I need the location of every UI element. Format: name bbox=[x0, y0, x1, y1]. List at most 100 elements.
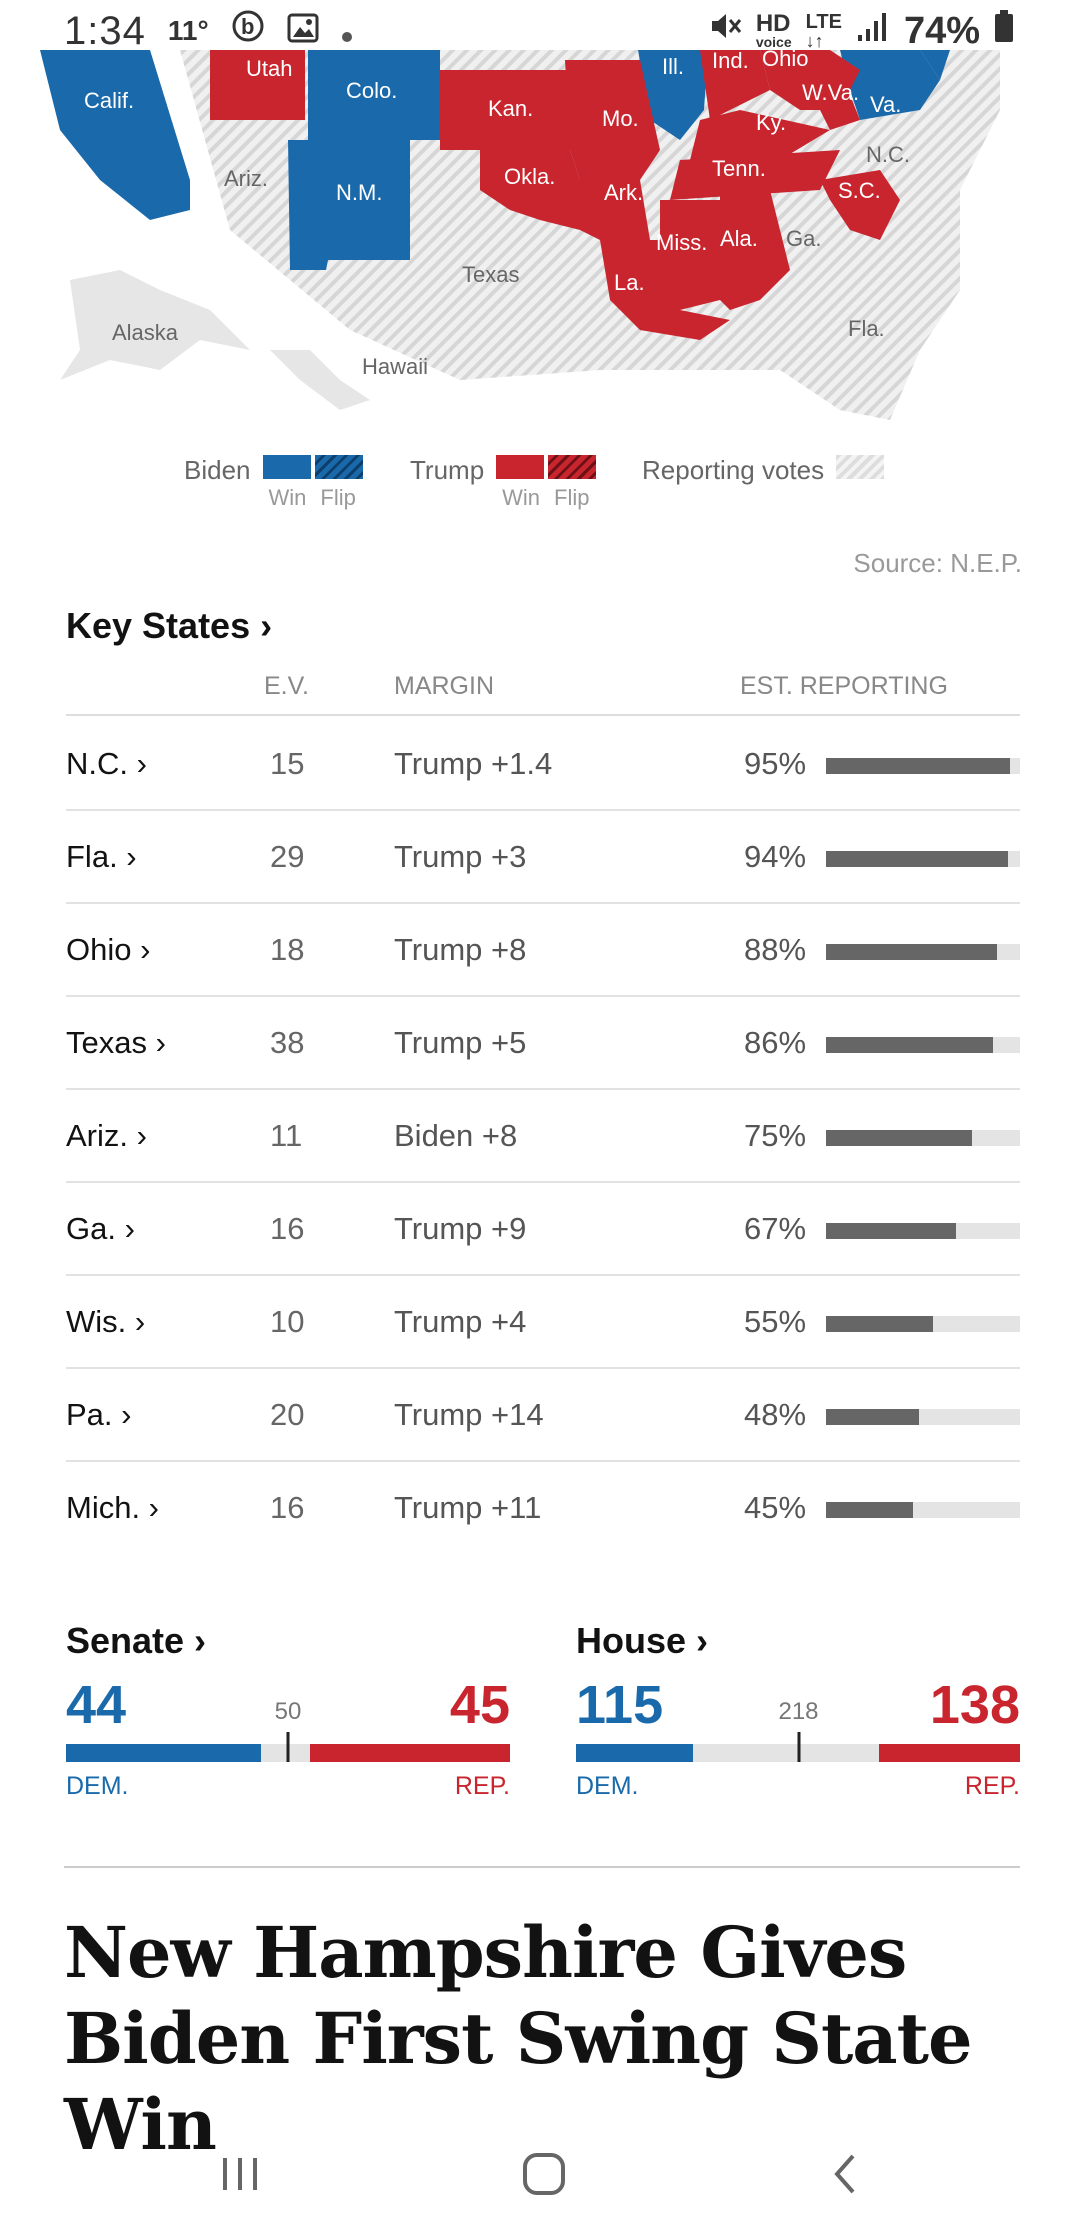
home-button[interactable] bbox=[504, 2142, 584, 2206]
legend-flip-label: Flip bbox=[554, 485, 590, 510]
senate-majority: 50 bbox=[274, 1698, 302, 1725]
map-label-alabama: Ala. bbox=[720, 226, 758, 251]
key-state-row[interactable]: Ariz. › 11 Biden +8 75% bbox=[66, 1090, 1020, 1183]
legend-win-label: Win bbox=[502, 485, 541, 510]
recent-apps-button[interactable] bbox=[200, 2142, 280, 2206]
article-headline[interactable]: New Hampshire Gives Biden First Swing St… bbox=[64, 1911, 973, 2166]
senate-summary[interactable]: Senate › 44 50 45 DEM. REP. bbox=[66, 1620, 510, 1800]
map-label-florida: Fla. bbox=[848, 316, 885, 341]
key-state-row[interactable]: Pa. › 20 Trump +14 48% bbox=[66, 1369, 1020, 1462]
map-label-indiana: Ind. bbox=[712, 50, 749, 73]
key-states-header: E.V. MARGIN EST. REPORTING bbox=[66, 668, 1020, 716]
state-name[interactable]: Ga. › bbox=[66, 1211, 135, 1246]
legend-biden: Biden Win Flip bbox=[184, 455, 363, 511]
state-name[interactable]: Fla. › bbox=[66, 839, 137, 874]
key-states-link[interactable]: Key States › bbox=[66, 605, 273, 646]
state-louisiana[interactable] bbox=[600, 240, 730, 340]
status-time: 1:34 bbox=[64, 8, 146, 53]
reporting-bar-fill bbox=[826, 851, 1009, 867]
back-button[interactable] bbox=[804, 2142, 884, 2206]
state-virginia[interactable] bbox=[840, 50, 940, 120]
key-states-table: N.C. › 15 Trump +1.4 95% Fla. › 29 Trump +3 94%… bbox=[66, 718, 1020, 1555]
reporting-percent: 95% bbox=[744, 746, 807, 781]
map-label-illinois: Ill. bbox=[662, 54, 684, 79]
state-colorado[interactable] bbox=[308, 50, 440, 140]
state-illinois[interactable] bbox=[638, 50, 708, 140]
header-reporting: EST. REPORTING bbox=[740, 672, 948, 700]
senate-rep-count: 45 bbox=[449, 1675, 510, 1735]
key-state-row[interactable]: Ohio › 18 Trump +8 88% bbox=[66, 904, 1020, 997]
key-state-row[interactable]: Wis. › 10 Trump +4 55% bbox=[66, 1276, 1020, 1369]
house-title[interactable]: House › bbox=[576, 1620, 709, 1661]
reporting-bar bbox=[826, 1037, 1020, 1053]
legend-win-label: Win bbox=[268, 485, 307, 510]
state-name[interactable]: Texas › bbox=[66, 1025, 166, 1060]
senate-majority-tick bbox=[286, 1732, 290, 1762]
hd-label: HD bbox=[755, 10, 791, 37]
reporting-bar bbox=[826, 1316, 1020, 1332]
electoral-votes: 18 bbox=[270, 932, 305, 967]
map-label-missouri: Mo. bbox=[602, 106, 639, 131]
map-label-georgia: Ga. bbox=[786, 226, 821, 251]
state-name[interactable]: Mich. › bbox=[66, 1490, 159, 1525]
state-kansas[interactable] bbox=[440, 70, 570, 150]
state-kentucky[interactable] bbox=[690, 110, 830, 160]
state-indiana[interactable] bbox=[700, 50, 770, 120]
state-name[interactable]: N.C. › bbox=[66, 746, 147, 781]
reporting-percent: 45% bbox=[744, 1490, 807, 1525]
state-name[interactable]: Wis. › bbox=[66, 1304, 146, 1339]
key-state-row[interactable]: N.C. › 15 Trump +1.4 95% bbox=[66, 718, 1020, 811]
state-tennessee[interactable] bbox=[670, 150, 840, 200]
state-arkansas[interactable] bbox=[580, 180, 650, 240]
key-state-row[interactable]: Mich. › 16 Trump +11 45% bbox=[66, 1462, 1020, 1555]
state-alaska[interactable] bbox=[60, 270, 250, 380]
legend-trump-flip-swatch bbox=[548, 455, 597, 479]
state-alabama[interactable] bbox=[720, 190, 790, 310]
house-majority-tick bbox=[797, 1732, 800, 1762]
state-south-carolina[interactable] bbox=[820, 170, 900, 240]
house-rep-label: REP. bbox=[964, 1772, 1020, 1800]
house-summary[interactable]: House › 115 218 138 DEM. REP. bbox=[576, 1620, 1020, 1800]
senate-dem-bar bbox=[66, 1744, 262, 1762]
state-california[interactable] bbox=[40, 50, 190, 220]
state-name[interactable]: Ohio › bbox=[66, 932, 151, 967]
state-west-virginia[interactable] bbox=[810, 70, 860, 130]
reporting-bar bbox=[826, 1223, 1020, 1239]
reporting-percent: 86% bbox=[744, 1025, 807, 1060]
map-label-colorado: Colo. bbox=[346, 78, 397, 103]
reporting-percent: 75% bbox=[744, 1118, 807, 1153]
reporting-bar-fill bbox=[826, 758, 1011, 774]
map-label-virginia: Va. bbox=[870, 92, 901, 117]
senate-bar bbox=[66, 1732, 510, 1762]
state-mississippi[interactable] bbox=[660, 200, 720, 310]
state-missouri[interactable] bbox=[565, 60, 660, 180]
key-state-row[interactable]: Texas › 38 Trump +5 86% bbox=[66, 997, 1020, 1090]
map-label-west-virginia: W.Va. bbox=[802, 80, 859, 105]
key-state-row[interactable]: Fla. › 29 Trump +3 94% bbox=[66, 811, 1020, 904]
map-label-north-carolina: N.C. bbox=[866, 142, 910, 167]
electoral-votes: 15 bbox=[270, 746, 305, 781]
house-majority: 218 bbox=[778, 1698, 819, 1725]
state-name[interactable]: Ariz. › bbox=[66, 1118, 147, 1153]
header-margin: MARGIN bbox=[394, 672, 494, 700]
state-northeast[interactable] bbox=[920, 50, 950, 80]
map-label-alaska: Alaska bbox=[112, 320, 179, 345]
legend-trump: Trump Win Flip bbox=[410, 455, 597, 511]
legend-trump-label: Trump bbox=[410, 455, 485, 485]
state-new-mexico[interactable] bbox=[288, 140, 410, 270]
gallery-icon bbox=[287, 10, 319, 53]
electoral-votes: 20 bbox=[270, 1397, 305, 1432]
reporting-bar-fill bbox=[826, 1130, 972, 1146]
reporting-percent: 55% bbox=[744, 1304, 807, 1339]
electoral-votes: 11 bbox=[270, 1118, 303, 1153]
state-hawaii[interactable] bbox=[270, 350, 370, 410]
senate-title[interactable]: Senate › bbox=[66, 1620, 207, 1661]
state-utah[interactable] bbox=[210, 50, 305, 120]
key-state-row[interactable]: Ga. › 16 Trump +9 67% bbox=[66, 1183, 1020, 1276]
us-election-map[interactable]: Utah Colo. Calif. Kan. Mo. Ill. Ind. W.V… bbox=[40, 46, 1040, 430]
state-oklahoma[interactable] bbox=[480, 150, 580, 230]
margin: Biden +8 bbox=[394, 1118, 518, 1153]
state-name[interactable]: Pa. › bbox=[66, 1397, 132, 1432]
electoral-votes: 38 bbox=[270, 1025, 305, 1060]
reporting-percent: 88% bbox=[744, 932, 807, 967]
